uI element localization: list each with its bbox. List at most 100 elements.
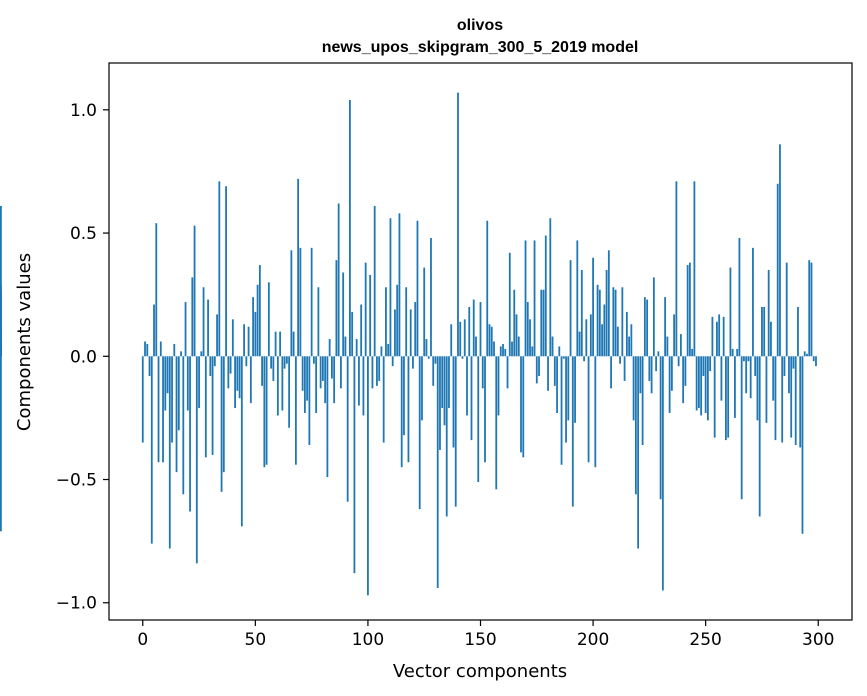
bar <box>319 356 322 389</box>
bar <box>592 257 594 357</box>
x-axis-label: Vector components <box>393 661 567 682</box>
bar <box>166 356 169 394</box>
bar <box>792 356 795 369</box>
bar <box>781 356 784 443</box>
bar <box>159 341 162 357</box>
bar <box>216 314 218 357</box>
bar <box>243 324 245 357</box>
bar <box>790 356 793 438</box>
bar <box>333 356 336 404</box>
y-tick-label: 0.0 <box>70 347 97 367</box>
bar <box>686 265 689 357</box>
bar <box>815 356 817 367</box>
bar <box>249 356 252 404</box>
bar <box>691 348 694 357</box>
bar <box>468 307 471 357</box>
bar <box>409 309 412 357</box>
bar <box>736 348 739 357</box>
bar <box>745 356 748 394</box>
y-tick-label: −1.0 <box>56 594 97 614</box>
bar <box>443 356 446 426</box>
bar <box>202 287 205 357</box>
bar <box>623 356 626 381</box>
bar <box>254 311 257 357</box>
bar <box>738 237 741 357</box>
x-tick-label: 200 <box>577 630 609 650</box>
bar <box>355 339 358 357</box>
bar <box>596 284 599 357</box>
bar <box>729 267 732 357</box>
chart-subtitle: news_upos_skipgram_300_5_2019 model <box>322 39 639 56</box>
bar <box>783 356 786 377</box>
bar <box>331 356 333 379</box>
bar <box>664 297 667 357</box>
bar <box>450 324 453 357</box>
bar <box>628 336 630 357</box>
bar <box>389 218 392 357</box>
bar <box>193 225 196 357</box>
bar <box>454 356 457 507</box>
bar <box>533 240 536 357</box>
bar <box>560 356 563 465</box>
bar <box>657 351 660 357</box>
bar <box>211 356 214 455</box>
bar <box>265 356 268 465</box>
bar <box>328 339 331 357</box>
bar <box>191 277 194 357</box>
bar <box>195 356 198 564</box>
bar <box>772 356 775 401</box>
bar <box>758 356 761 517</box>
bar <box>448 356 450 409</box>
bar <box>655 356 658 372</box>
bar <box>752 247 754 357</box>
chart-title: olivos <box>457 17 503 34</box>
bar <box>229 356 232 374</box>
bar <box>457 92 459 357</box>
bar <box>542 289 545 357</box>
bar <box>639 356 642 394</box>
bar <box>585 319 588 357</box>
bar <box>679 334 682 357</box>
bar <box>391 356 394 367</box>
bar <box>682 356 685 404</box>
bar <box>630 324 633 357</box>
bar <box>445 356 448 517</box>
bar <box>776 183 779 357</box>
bar <box>702 356 705 377</box>
bar <box>551 336 554 357</box>
y-axis-label: Components values <box>14 253 35 431</box>
bar <box>378 356 381 381</box>
bar <box>168 356 171 549</box>
bar <box>488 324 491 357</box>
bar <box>495 356 498 490</box>
x-tick-label: 150 <box>464 630 496 650</box>
bar <box>238 356 241 399</box>
bar <box>650 356 653 394</box>
bar <box>306 356 309 401</box>
bar <box>400 356 403 468</box>
bar <box>247 326 250 357</box>
bar <box>358 356 360 406</box>
bar <box>722 316 725 357</box>
bar <box>267 282 270 357</box>
bar <box>569 260 572 357</box>
bar <box>283 356 286 369</box>
bar <box>245 356 248 367</box>
bar <box>369 274 372 357</box>
bar <box>601 324 603 357</box>
bar <box>725 356 727 441</box>
bar <box>479 302 482 357</box>
bar <box>234 356 236 409</box>
bar <box>797 307 799 357</box>
bar <box>441 356 444 409</box>
bar <box>574 356 576 423</box>
bar <box>189 356 191 512</box>
bar <box>614 289 617 357</box>
bar <box>308 356 311 446</box>
bar <box>632 356 635 421</box>
bar <box>376 356 378 386</box>
bar <box>171 356 173 443</box>
bar <box>490 326 493 357</box>
bar <box>344 336 347 357</box>
